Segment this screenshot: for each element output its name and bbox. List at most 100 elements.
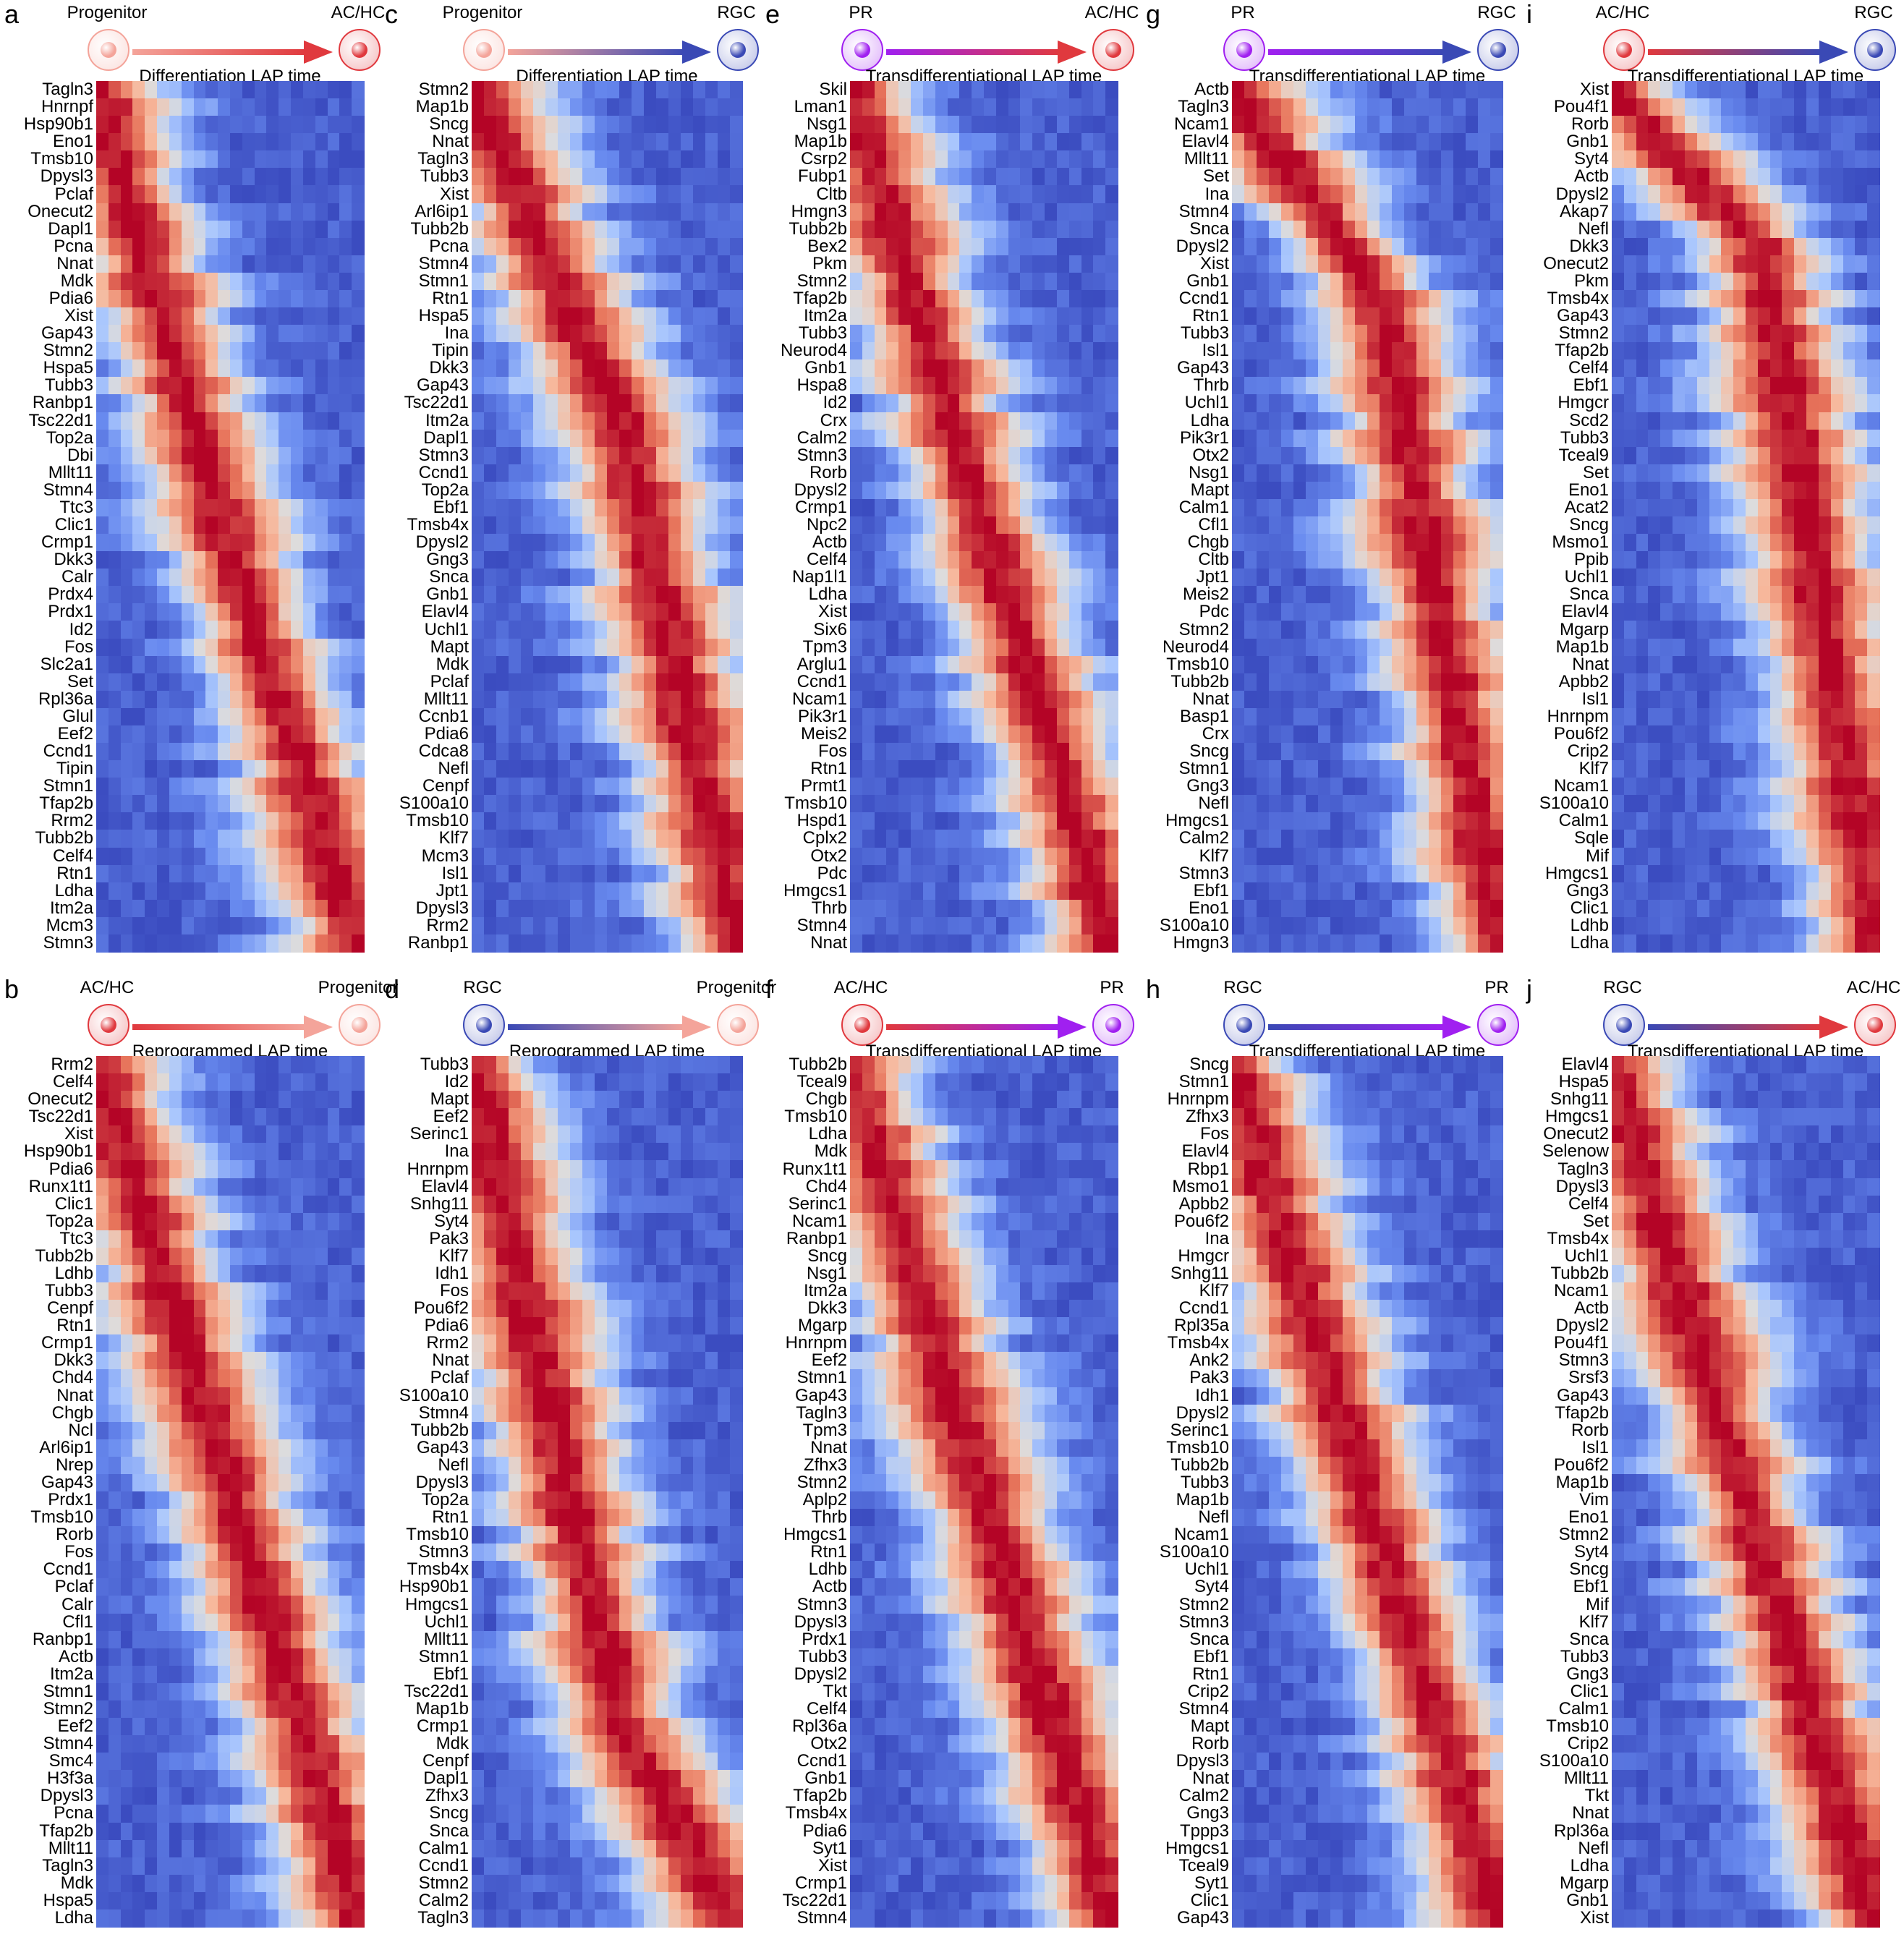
heatmap-cell	[303, 377, 315, 395]
heatmap-cell	[205, 133, 218, 151]
heatmap-cell	[266, 1282, 279, 1300]
heatmap-cell	[339, 1196, 352, 1214]
heatmap-cell	[279, 725, 291, 744]
panel-a: a Progenitor AC/HC Differentiation LAP tim…	[0, 6, 376, 975]
heatmap-cell	[194, 307, 206, 325]
heatmap-cell	[218, 1317, 230, 1335]
heatmap-cell	[315, 221, 328, 239]
heatmap-cell	[109, 464, 121, 482]
heatmap-cell	[303, 603, 315, 621]
heatmap-cell	[328, 412, 340, 430]
heatmap-cell	[145, 1282, 157, 1300]
heatmap-cell	[182, 499, 194, 517]
heatmap-cell	[132, 1282, 145, 1300]
heatmap-cell	[169, 639, 182, 657]
heatmap-cell	[352, 708, 364, 726]
heatmap-cell	[145, 639, 157, 657]
heatmap-cell	[194, 917, 206, 935]
heatmap-cell	[205, 725, 218, 744]
heatmap-cell	[266, 1300, 279, 1318]
heatmap-cell	[315, 1091, 328, 1109]
heatmap-cell	[339, 1230, 352, 1248]
heatmap-cell	[182, 412, 194, 430]
heatmap-cell	[182, 273, 194, 291]
heatmap-cell	[109, 830, 121, 848]
heatmap-cell	[291, 1125, 303, 1144]
heatmap-cell	[255, 447, 267, 465]
heatmap-cell	[230, 499, 242, 517]
heatmap-cell	[169, 1178, 182, 1196]
cell-icon-achc	[339, 29, 381, 71]
heatmap-cell	[352, 1213, 364, 1231]
heatmap-cell	[169, 1387, 182, 1405]
heatmap-cell	[194, 359, 206, 378]
heatmap-cell	[157, 1317, 169, 1335]
heatmap-cell	[169, 708, 182, 726]
heatmap-cell	[230, 639, 242, 657]
heatmap-cell	[339, 621, 352, 639]
gene-label: Pcna	[54, 238, 93, 255]
heatmap-cell	[169, 830, 182, 848]
heatmap-cell	[121, 934, 133, 953]
heatmap-cell	[182, 1317, 194, 1335]
heatmap-cell	[230, 673, 242, 691]
heatmap-cell	[182, 377, 194, 395]
heatmap-cell	[109, 1248, 121, 1266]
heatmap-cell	[194, 1265, 206, 1283]
heatmap-cell	[242, 1334, 255, 1353]
heatmap-cell	[352, 342, 364, 360]
heatmap-cell	[352, 464, 364, 482]
heatmap-cell	[96, 1317, 109, 1335]
heatmap-cell	[279, 238, 291, 256]
heatmap-cell	[279, 1108, 291, 1126]
heatmap-cell	[279, 812, 291, 830]
heatmap-cell	[169, 569, 182, 587]
heatmap-cell	[339, 98, 352, 116]
heatmap-cell	[352, 1056, 364, 1074]
heatmap-cell	[182, 551, 194, 569]
heatmap-cell	[109, 760, 121, 778]
heatmap-cell	[96, 1300, 109, 1318]
heatmap-cell	[218, 603, 230, 621]
heatmap-cell	[315, 185, 328, 203]
heatmap-cell	[230, 1196, 242, 1214]
heatmap-cell	[315, 865, 328, 883]
heatmap-cell	[303, 778, 315, 796]
heatmap-cell	[218, 81, 230, 99]
heatmap-cell	[352, 551, 364, 569]
heatmap-cell	[109, 1160, 121, 1178]
heatmap-cell	[303, 185, 315, 203]
heatmap-cell	[266, 430, 279, 448]
heatmap-cell	[266, 394, 279, 412]
heatmap-cell	[303, 848, 315, 866]
gene-label: Glul	[62, 708, 93, 725]
heatmap-cell	[157, 1352, 169, 1370]
heatmap-cell	[242, 342, 255, 360]
heatmap-cell	[230, 1160, 242, 1178]
heatmap-cell	[121, 795, 133, 813]
heatmap-cell	[266, 516, 279, 535]
gene-label: Tsc22d1	[29, 412, 93, 430]
heatmap-cell	[255, 255, 267, 273]
heatmap-cell	[218, 1178, 230, 1196]
heatmap-cell	[303, 464, 315, 482]
heatmap-cell	[303, 1213, 315, 1231]
heatmap-cell	[339, 1334, 352, 1353]
heatmap-cell	[266, 586, 279, 604]
heatmap-cell	[242, 1248, 255, 1266]
heatmap-cell	[218, 725, 230, 744]
heatmap-cell	[303, 482, 315, 500]
heatmap-cell	[242, 865, 255, 883]
heatmap-cell	[328, 1125, 340, 1144]
heatmap-cell	[255, 1213, 267, 1231]
heatmap-cell	[132, 1160, 145, 1178]
heatmap-cell	[157, 342, 169, 360]
heatmap-cell	[328, 551, 340, 569]
heatmap-cell	[279, 516, 291, 535]
heatmap-cell	[205, 185, 218, 203]
heatmap-cell	[109, 1352, 121, 1370]
heatmap-cell	[218, 377, 230, 395]
heatmap-cell	[352, 447, 364, 465]
heatmap-cell	[205, 116, 218, 134]
heatmap-cell	[169, 255, 182, 273]
